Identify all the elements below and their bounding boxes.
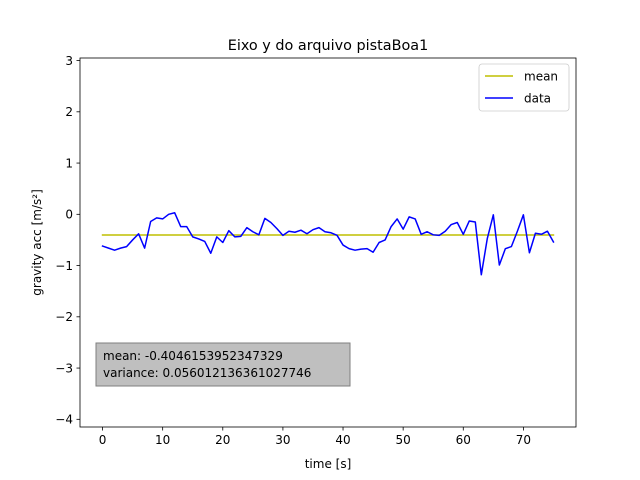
y-tick-label: −4	[55, 413, 73, 427]
x-tick-label: 70	[516, 433, 531, 447]
legend: mean data	[478, 63, 570, 112]
x-tick-label: 30	[275, 433, 290, 447]
x-tick-label: 20	[215, 433, 230, 447]
series-line-data	[101, 212, 555, 276]
legend-label-data: data	[524, 92, 551, 106]
plot-frame	[79, 57, 577, 428]
x-tick-label: 0	[99, 433, 107, 447]
stats-box	[95, 342, 351, 387]
stats-mean-text: mean: -0.4046153952347329	[103, 349, 283, 363]
series-layer	[101, 212, 555, 276]
x-axis-ticks: 0 10 20 30 40 50 60 70	[99, 427, 531, 447]
x-tick-label: 40	[335, 433, 350, 447]
y-tick-label: 1	[65, 156, 73, 170]
y-tick-label: −2	[55, 310, 73, 324]
legend-label-mean: mean	[524, 70, 558, 84]
stats-variance-text: variance: 0.056012136361027746	[103, 366, 311, 380]
stats-annotation: mean: -0.4046153952347329 variance: 0.05…	[95, 342, 351, 387]
x-tick-label: 10	[155, 433, 170, 447]
y-tick-label: 3	[65, 54, 73, 68]
x-tick-label: 60	[456, 433, 471, 447]
y-tick-label: 2	[65, 105, 73, 119]
y-tick-label: −3	[55, 361, 73, 375]
y-axis-ticks: −4 −3 −2 −1 0 1 2 3	[55, 54, 80, 427]
chart-title: Eixo y do arquivo pistaBoa1	[228, 38, 429, 54]
x-axis-label: time [s]	[305, 457, 352, 471]
y-tick-label: 0	[65, 208, 73, 222]
y-tick-label: −1	[55, 259, 73, 273]
y-axis-label: gravity acc [m/s²]	[30, 189, 44, 295]
x-tick-label: 50	[396, 433, 411, 447]
